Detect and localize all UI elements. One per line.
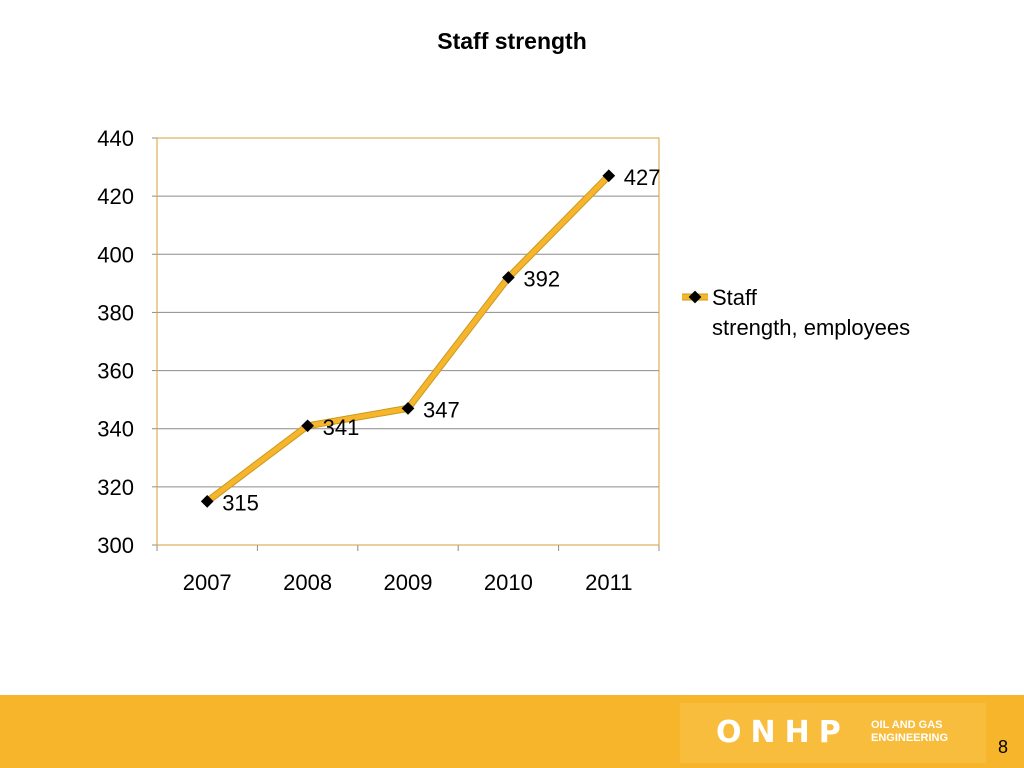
legend-label-line-2: strength, employees — [712, 315, 910, 340]
logo-subtitle-line-1: OIL AND GAS — [871, 719, 943, 731]
legend: Staff strength, employees — [682, 285, 910, 340]
legend-marker — [688, 290, 702, 304]
slide-title: Staff strength — [437, 28, 587, 54]
data-label-2009: 347 — [423, 397, 460, 422]
plot-area-border — [156, 137, 660, 546]
x-tick-label-2007: 2007 — [183, 570, 232, 595]
y-tick-label-440: 440 — [97, 126, 134, 151]
y-tick-label-400: 400 — [97, 242, 134, 267]
y-tick-label-300: 300 — [97, 533, 134, 558]
company-logo: ONHP OIL AND GAS ENGINEERING — [680, 703, 986, 763]
y-tick-label-360: 360 — [97, 359, 134, 384]
data-point-2007 — [200, 495, 214, 508]
data-point-2010 — [502, 271, 515, 284]
data-labels: 315 341 347 392 427 — [222, 165, 660, 516]
data-label-2008: 341 — [323, 415, 360, 440]
y-tick-label-320: 320 — [97, 475, 134, 500]
x-tick-label-2009: 2009 — [384, 570, 433, 595]
page-number: 8 — [998, 737, 1009, 757]
x-axis-tick-labels: 2007 2008 2009 2010 2011 — [183, 570, 633, 595]
series-line-outline — [205, 173, 612, 505]
line-chart: 300 320 340 360 380 400 420 440 2007 2008 2009 201… — [97, 126, 910, 595]
x-tick-label-2011: 2011 — [585, 570, 632, 595]
y-axis-tick-labels: 300 320 340 360 380 400 420 440 — [97, 126, 134, 558]
data-label-2010: 392 — [523, 267, 560, 292]
x-tick-label-2008: 2008 — [283, 570, 332, 595]
x-tick-label-2010: 2010 — [484, 570, 533, 595]
y-tick-label-380: 380 — [97, 300, 134, 325]
series-staff-strength — [200, 169, 616, 508]
footer-bar: ONHP OIL AND GAS ENGINEERING 8 — [0, 695, 1024, 768]
data-label-2007: 315 — [222, 490, 259, 515]
logo-subtitle-line-2: ENGINEERING — [871, 732, 949, 744]
data-point-2008 — [301, 419, 314, 433]
y-tick-label-340: 340 — [97, 417, 134, 442]
data-point-2009 — [401, 402, 415, 415]
logo-mark: ONHP — [716, 715, 850, 750]
data-label-2011: 427 — [624, 165, 661, 190]
logo-subtitle: OIL AND GAS ENGINEERING — [871, 719, 948, 745]
y-tick-label-420: 420 — [97, 184, 134, 209]
legend-label-line-1: Staff — [712, 285, 758, 310]
